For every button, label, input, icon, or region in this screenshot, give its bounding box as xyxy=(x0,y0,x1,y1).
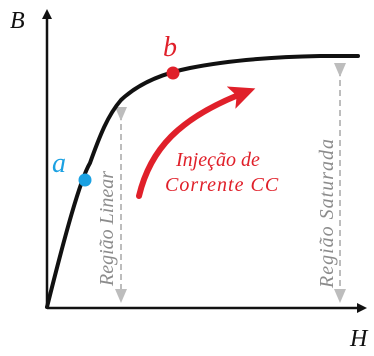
magnetization-curve xyxy=(45,54,360,309)
point-a-label: a xyxy=(52,148,66,179)
dc-injection-label-line2: Corrente CC xyxy=(165,174,279,196)
dc-injection-label-line1: Injeção de xyxy=(175,149,260,171)
x-axis-label: H xyxy=(349,326,369,352)
dc-injection-arrow xyxy=(136,86,256,199)
point-a-marker xyxy=(78,173,92,187)
point-b-marker xyxy=(166,66,180,80)
point-b-label: b xyxy=(163,32,177,63)
saturated-region-label: Região Saturada xyxy=(316,138,338,289)
linear-region-label: Região Linear xyxy=(96,171,118,287)
y-axis-label: B xyxy=(10,8,25,34)
